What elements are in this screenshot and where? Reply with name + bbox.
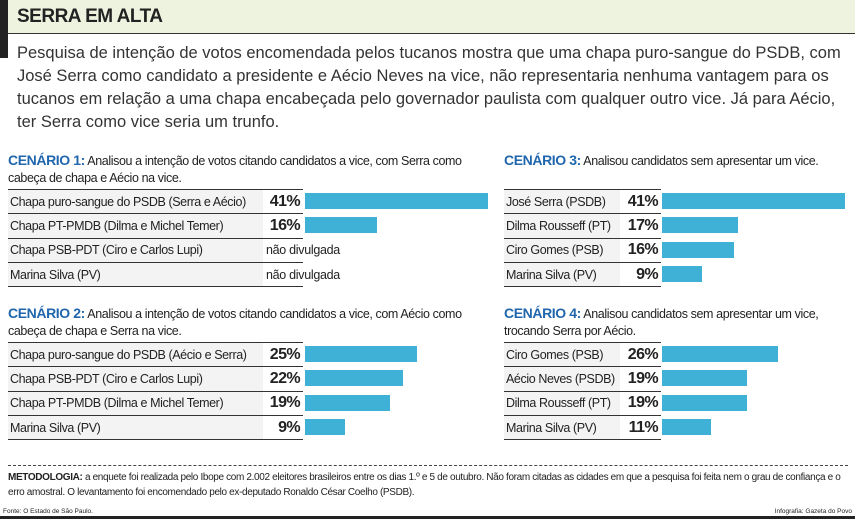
value-label: não divulgada <box>263 262 340 287</box>
category-label: Marina Silva (PV) <box>8 262 263 287</box>
table-row: Chapa PSB-PDT (Ciro e Carlos Lupi) não di… <box>8 238 340 263</box>
scenario-4-panel: CENÁRIO 4: Analisou candidatos sem apres… <box>504 305 834 441</box>
table-row: Ciro Gomes (PSB) 26% <box>504 343 779 368</box>
value-label: não divulgada <box>263 238 340 262</box>
value-label: 11% <box>620 415 661 440</box>
scenario-table: Ciro Gomes (PSB) 26% Aécio Neves (PSDB) 19%… <box>504 342 779 441</box>
table-row: José Serra (PSDB) 41% <box>504 190 846 215</box>
source-note: Fonte: O Estado de São Paulo. <box>3 508 93 515</box>
category-label: Marina Silva (PV) <box>504 415 620 440</box>
scenario-heading: CENÁRIO 3: Analisou candidatos sem apres… <box>504 152 834 189</box>
bar <box>305 370 404 387</box>
category-label: Ciro Gomes (PSB) <box>504 238 620 262</box>
value-label: 22% <box>263 367 303 391</box>
table-row: Marina Silva (PV) não divulgada <box>8 262 340 288</box>
table-row: Marina Silva (PV) 9% <box>8 415 346 441</box>
value-label: 9% <box>620 262 661 287</box>
value-label: 16% <box>620 238 661 262</box>
value-label: 9% <box>263 415 303 440</box>
methodology-label: METODOLOGIA: <box>8 472 83 483</box>
table-row: Marina Silva (PV) 11% <box>504 415 712 441</box>
scenario-heading: CENÁRIO 1: Analisou a intenção de votos … <box>8 152 478 189</box>
page-title: SERRA EM ALTA <box>17 6 163 27</box>
scenario-description: Analisou a intenção de votos citando can… <box>8 154 462 185</box>
value-label: 26% <box>620 343 661 367</box>
table-row: Chapa PT-PMDB (Dilma e Michel Temer) 16% <box>8 214 377 239</box>
scenario-heading: CENÁRIO 4: Analisou candidatos sem apres… <box>504 305 834 342</box>
intro-text: Pesquisa de intenção de votos encomendad… <box>17 44 841 131</box>
divider <box>8 465 848 466</box>
scenario-description: Analisou candidatos sem apresentar um vi… <box>504 307 819 338</box>
scenario-title: CENÁRIO 1: <box>8 152 85 168</box>
table-row: Chapa puro-sangue do PSDB (Aécio e Serra… <box>8 343 417 368</box>
table-row: Aécio Neves (PSDB) 19% <box>504 367 747 392</box>
table-row: Chapa puro-sangue do PSDB (Serra e Aécio… <box>8 190 489 215</box>
bar <box>305 346 417 362</box>
scenario-title: CENÁRIO 3: <box>504 152 581 168</box>
value-label: 41% <box>620 190 661 214</box>
scenario-3-panel: CENÁRIO 3: Analisou candidatos sem apres… <box>504 152 846 288</box>
category-label: Marina Silva (PV) <box>504 262 620 287</box>
bar <box>305 418 346 435</box>
credit-note: Infografia: Gazeta do Povo <box>774 508 852 515</box>
value-label: 19% <box>620 391 661 415</box>
accent-bar <box>0 0 8 58</box>
category-label: Chapa puro-sangue do PSDB (Aécio e Serra… <box>8 343 263 367</box>
scenario-heading: CENÁRIO 2: Analisou a intenção de votos … <box>8 305 478 342</box>
table-row: Chapa PT-PMDB (Dilma e Michel Temer) 19% <box>8 391 390 416</box>
table-row: Ciro Gomes (PSB) 16% <box>504 238 734 263</box>
bar <box>662 418 712 435</box>
scenario-table: Chapa puro-sangue do PSDB (Serra e Aécio… <box>8 189 489 288</box>
category-label: Chapa PSB-PDT (Ciro e Carlos Lupi) <box>8 367 263 391</box>
bar <box>662 394 747 411</box>
category-label: Chapa PT-PMDB (Dilma e Michel Temer) <box>8 391 263 415</box>
value-label: 19% <box>620 367 661 391</box>
category-label: Aécio Neves (PSDB) <box>504 367 620 391</box>
value-label: 41% <box>263 190 303 214</box>
value-label: 19% <box>263 391 303 415</box>
value-label: 16% <box>263 214 303 238</box>
value-label: 25% <box>263 343 303 367</box>
category-label: Chapa PSB-PDT (Ciro e Carlos Lupi) <box>8 238 263 262</box>
bar <box>305 394 390 411</box>
table-row: Dilma Rousseff (PT) 19% <box>504 391 747 416</box>
category-label: José Serra (PSDB) <box>504 190 620 214</box>
header-band <box>0 0 855 34</box>
category-label: Chapa PT-PMDB (Dilma e Michel Temer) <box>8 214 263 238</box>
bar <box>662 241 734 258</box>
category-label: Chapa puro-sangue do PSDB (Serra e Aécio… <box>8 190 263 214</box>
scenario-title: CENÁRIO 2: <box>8 305 85 321</box>
scenario-table: José Serra (PSDB) 41% Dilma Rousseff (PT) 1… <box>504 189 846 288</box>
bar <box>305 217 377 234</box>
bar <box>662 370 747 387</box>
bar <box>662 193 846 209</box>
value-label: 17% <box>620 214 661 238</box>
scenario-table: Chapa puro-sangue do PSDB (Aécio e Serra… <box>8 342 417 441</box>
scenario-title: CENÁRIO 4: <box>504 305 581 321</box>
category-label: Marina Silva (PV) <box>8 415 263 440</box>
category-label: Dilma Rousseff (PT) <box>504 214 620 238</box>
bar <box>662 217 738 234</box>
bottom-rule <box>0 516 855 519</box>
bar <box>662 265 703 282</box>
category-label: Dilma Rousseff (PT) <box>504 391 620 415</box>
table-row: Marina Silva (PV) 9% <box>504 262 703 288</box>
methodology-note: METODOLOGIA: a enquete foi realizada pel… <box>8 470 853 500</box>
bar <box>305 193 489 209</box>
bar <box>662 346 779 362</box>
category-label: Ciro Gomes (PSB) <box>504 343 620 367</box>
scenario-2-panel: CENÁRIO 2: Analisou a intenção de votos … <box>8 305 478 441</box>
table-row: Dilma Rousseff (PT) 17% <box>504 214 738 239</box>
scenario-description: Analisou a intenção de votos citando can… <box>8 307 462 338</box>
methodology-text: a enquete foi realizada pelo Ibope com 2… <box>8 472 841 498</box>
scenario-1-panel: CENÁRIO 1: Analisou a intenção de votos … <box>8 152 489 288</box>
table-row: Chapa PSB-PDT (Ciro e Carlos Lupi) 22% <box>8 367 404 392</box>
scenario-description: Analisou candidatos sem apresentar um vi… <box>583 154 819 168</box>
